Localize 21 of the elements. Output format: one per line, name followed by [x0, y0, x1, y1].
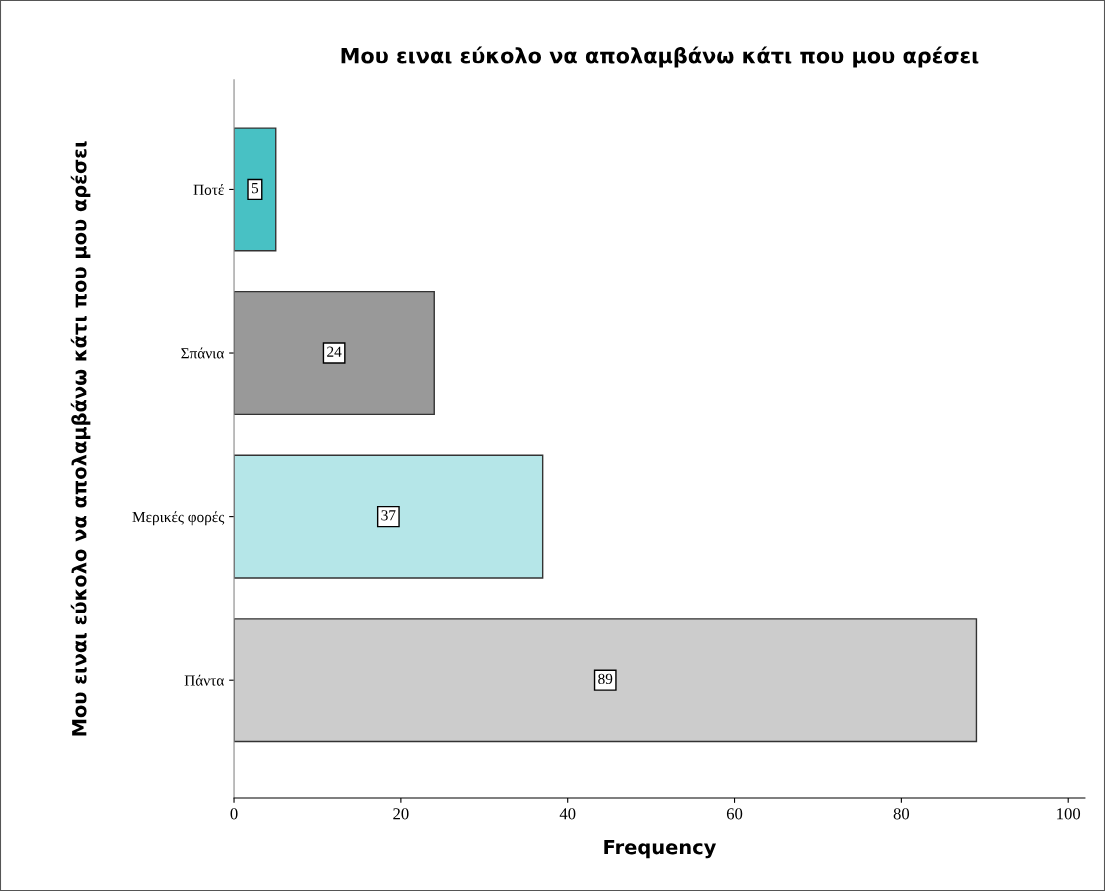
y-tick-label: Πάντα	[184, 674, 224, 686]
x-axis-title: Frequency	[604, 839, 717, 859]
data-label: 89	[598, 673, 613, 685]
x-tick-label: 20	[393, 808, 409, 820]
y-tick-label: Μερικές φορές	[132, 511, 225, 526]
x-tick-label: 0	[230, 808, 238, 820]
data-label: 24	[327, 346, 342, 357]
x-tick-label: 80	[893, 808, 910, 820]
data-label: 5	[251, 183, 259, 194]
bar	[234, 618, 978, 743]
y-axis-title: Μου ειναι εύκολο να απολαμβάνω κάτι που μου αρέσει	[70, 141, 91, 736]
y-tick-label: Ποτέ	[193, 183, 224, 195]
bar	[234, 127, 277, 252]
chart-title: Μου ειναι εύκολο να απολαμβάνω κάτι που μου αρέσει	[341, 46, 979, 68]
bar	[234, 290, 435, 416]
x-tick-label: 100	[1057, 808, 1081, 820]
bar	[234, 454, 544, 579]
x-tick-label: 60	[726, 808, 743, 820]
y-tick-label: Σπάνια	[181, 347, 224, 359]
x-tick-label: 40	[559, 808, 576, 820]
data-label: 37	[381, 510, 396, 521]
